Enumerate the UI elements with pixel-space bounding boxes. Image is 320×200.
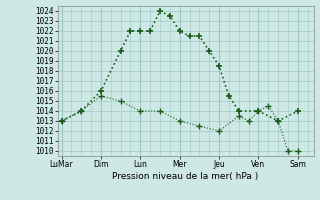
X-axis label: Pression niveau de la mer( hPa ): Pression niveau de la mer( hPa ) <box>112 172 259 181</box>
